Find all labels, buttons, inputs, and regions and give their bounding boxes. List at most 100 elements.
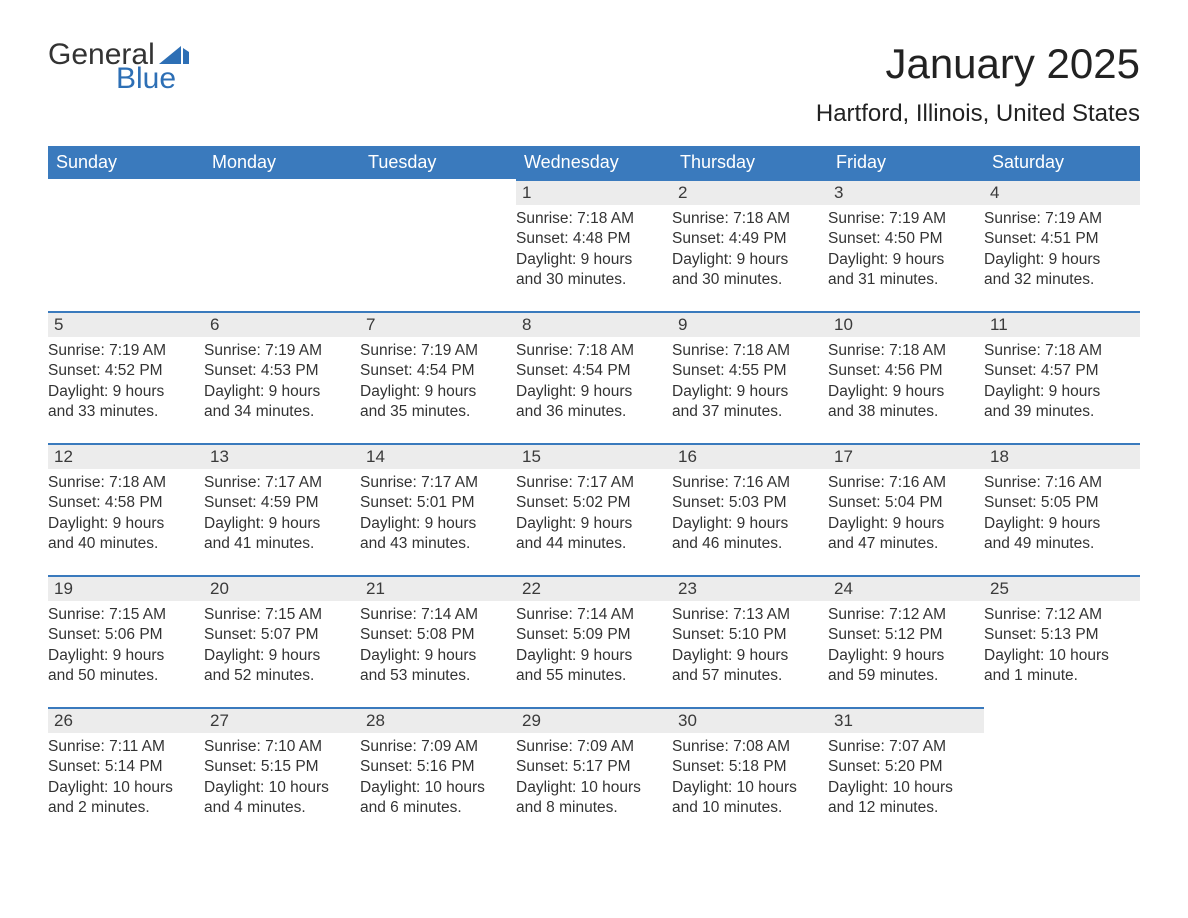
sunset-text: Sunset: 4:55 PM	[672, 361, 828, 381]
day-body: Sunrise: 7:19 AMSunset: 4:50 PMDaylight:…	[828, 205, 984, 295]
daylight-line1: Daylight: 9 hours	[516, 646, 672, 666]
day-wrap: 16Sunrise: 7:16 AMSunset: 5:03 PMDayligh…	[672, 443, 828, 575]
calendar-cell: 11Sunrise: 7:18 AMSunset: 4:57 PMDayligh…	[984, 311, 1140, 443]
sunset-text: Sunset: 4:48 PM	[516, 229, 672, 249]
sunrise-text: Sunrise: 7:17 AM	[204, 473, 360, 493]
day-number: 30	[672, 709, 828, 733]
daylight-line1: Daylight: 10 hours	[672, 778, 828, 798]
day-number: 9	[672, 313, 828, 337]
sunset-text: Sunset: 4:59 PM	[204, 493, 360, 513]
sunrise-text: Sunrise: 7:14 AM	[360, 605, 516, 625]
calendar-cell: 21Sunrise: 7:14 AMSunset: 5:08 PMDayligh…	[360, 575, 516, 707]
sunrise-text: Sunrise: 7:07 AM	[828, 737, 984, 757]
calendar-cell: 28Sunrise: 7:09 AMSunset: 5:16 PMDayligh…	[360, 707, 516, 839]
sunrise-text: Sunrise: 7:09 AM	[360, 737, 516, 757]
month-title: January 2025	[816, 40, 1140, 88]
daylight-line2: and 41 minutes.	[204, 534, 360, 554]
calendar-cell: 14Sunrise: 7:17 AMSunset: 5:01 PMDayligh…	[360, 443, 516, 575]
sunrise-text: Sunrise: 7:19 AM	[204, 341, 360, 361]
day-number: 21	[360, 577, 516, 601]
daylight-line2: and 47 minutes.	[828, 534, 984, 554]
daylight-line1: Daylight: 9 hours	[828, 514, 984, 534]
day-wrap: 17Sunrise: 7:16 AMSunset: 5:04 PMDayligh…	[828, 443, 984, 575]
sunrise-text: Sunrise: 7:10 AM	[204, 737, 360, 757]
daylight-line2: and 40 minutes.	[48, 534, 204, 554]
calendar-week-row: 1Sunrise: 7:18 AMSunset: 4:48 PMDaylight…	[48, 179, 1140, 311]
day-wrap: 8Sunrise: 7:18 AMSunset: 4:54 PMDaylight…	[516, 311, 672, 443]
daylight-line1: Daylight: 9 hours	[984, 514, 1140, 534]
day-wrap: 4Sunrise: 7:19 AMSunset: 4:51 PMDaylight…	[984, 179, 1140, 311]
sunset-text: Sunset: 5:14 PM	[48, 757, 204, 777]
calendar-cell: 18Sunrise: 7:16 AMSunset: 5:05 PMDayligh…	[984, 443, 1140, 575]
weekday-header: Tuesday	[360, 146, 516, 179]
day-body: Sunrise: 7:16 AMSunset: 5:03 PMDaylight:…	[672, 469, 828, 559]
calendar-cell: 16Sunrise: 7:16 AMSunset: 5:03 PMDayligh…	[672, 443, 828, 575]
sunrise-text: Sunrise: 7:15 AM	[204, 605, 360, 625]
day-wrap: 10Sunrise: 7:18 AMSunset: 4:56 PMDayligh…	[828, 311, 984, 443]
day-body: Sunrise: 7:17 AMSunset: 4:59 PMDaylight:…	[204, 469, 360, 559]
daylight-line2: and 33 minutes.	[48, 402, 204, 422]
day-wrap: 26Sunrise: 7:11 AMSunset: 5:14 PMDayligh…	[48, 707, 204, 839]
sunrise-text: Sunrise: 7:18 AM	[516, 209, 672, 229]
daylight-line2: and 35 minutes.	[360, 402, 516, 422]
day-body: Sunrise: 7:18 AMSunset: 4:57 PMDaylight:…	[984, 337, 1140, 427]
daylight-line2: and 1 minute.	[984, 666, 1140, 686]
daylight-line1: Daylight: 9 hours	[360, 646, 516, 666]
sunset-text: Sunset: 5:05 PM	[984, 493, 1140, 513]
daylight-line2: and 43 minutes.	[360, 534, 516, 554]
calendar-cell: 24Sunrise: 7:12 AMSunset: 5:12 PMDayligh…	[828, 575, 984, 707]
day-number: 17	[828, 445, 984, 469]
weekday-header: Friday	[828, 146, 984, 179]
calendar-cell: 26Sunrise: 7:11 AMSunset: 5:14 PMDayligh…	[48, 707, 204, 839]
daylight-line2: and 4 minutes.	[204, 798, 360, 818]
day-number: 11	[984, 313, 1140, 337]
day-wrap: 2Sunrise: 7:18 AMSunset: 4:49 PMDaylight…	[672, 179, 828, 311]
daylight-line2: and 38 minutes.	[828, 402, 984, 422]
sunset-text: Sunset: 5:10 PM	[672, 625, 828, 645]
calendar-cell: 25Sunrise: 7:12 AMSunset: 5:13 PMDayligh…	[984, 575, 1140, 707]
daylight-line2: and 53 minutes.	[360, 666, 516, 686]
title-block: January 2025 Hartford, Illinois, United …	[816, 40, 1140, 138]
day-wrap: 1Sunrise: 7:18 AMSunset: 4:48 PMDaylight…	[516, 179, 672, 311]
day-body: Sunrise: 7:13 AMSunset: 5:10 PMDaylight:…	[672, 601, 828, 691]
daylight-line1: Daylight: 9 hours	[204, 382, 360, 402]
day-wrap: 21Sunrise: 7:14 AMSunset: 5:08 PMDayligh…	[360, 575, 516, 707]
day-wrap: 9Sunrise: 7:18 AMSunset: 4:55 PMDaylight…	[672, 311, 828, 443]
day-number: 23	[672, 577, 828, 601]
sunrise-text: Sunrise: 7:09 AM	[516, 737, 672, 757]
day-number: 3	[828, 181, 984, 205]
day-number: 5	[48, 313, 204, 337]
day-wrap: 18Sunrise: 7:16 AMSunset: 5:05 PMDayligh…	[984, 443, 1140, 575]
day-body: Sunrise: 7:08 AMSunset: 5:18 PMDaylight:…	[672, 733, 828, 823]
daylight-line2: and 59 minutes.	[828, 666, 984, 686]
day-wrap: 20Sunrise: 7:15 AMSunset: 5:07 PMDayligh…	[204, 575, 360, 707]
day-wrap: 3Sunrise: 7:19 AMSunset: 4:50 PMDaylight…	[828, 179, 984, 311]
sunset-text: Sunset: 4:53 PM	[204, 361, 360, 381]
daylight-line2: and 8 minutes.	[516, 798, 672, 818]
daylight-line1: Daylight: 9 hours	[516, 250, 672, 270]
sunset-text: Sunset: 5:02 PM	[516, 493, 672, 513]
day-body: Sunrise: 7:18 AMSunset: 4:49 PMDaylight:…	[672, 205, 828, 295]
weekday-header: Wednesday	[516, 146, 672, 179]
daylight-line2: and 36 minutes.	[516, 402, 672, 422]
sunrise-text: Sunrise: 7:19 AM	[828, 209, 984, 229]
day-wrap: 15Sunrise: 7:17 AMSunset: 5:02 PMDayligh…	[516, 443, 672, 575]
calendar-cell: 30Sunrise: 7:08 AMSunset: 5:18 PMDayligh…	[672, 707, 828, 839]
day-wrap: 19Sunrise: 7:15 AMSunset: 5:06 PMDayligh…	[48, 575, 204, 707]
daylight-line1: Daylight: 9 hours	[48, 646, 204, 666]
calendar-cell: 1Sunrise: 7:18 AMSunset: 4:48 PMDaylight…	[516, 179, 672, 311]
sunrise-text: Sunrise: 7:18 AM	[984, 341, 1140, 361]
day-body: Sunrise: 7:19 AMSunset: 4:51 PMDaylight:…	[984, 205, 1140, 295]
day-body: Sunrise: 7:19 AMSunset: 4:52 PMDaylight:…	[48, 337, 204, 427]
sunset-text: Sunset: 5:07 PM	[204, 625, 360, 645]
daylight-line1: Daylight: 9 hours	[48, 382, 204, 402]
sunset-text: Sunset: 4:58 PM	[48, 493, 204, 513]
sunset-text: Sunset: 4:50 PM	[828, 229, 984, 249]
day-number: 6	[204, 313, 360, 337]
sunset-text: Sunset: 5:18 PM	[672, 757, 828, 777]
day-body: Sunrise: 7:18 AMSunset: 4:54 PMDaylight:…	[516, 337, 672, 427]
day-body: Sunrise: 7:14 AMSunset: 5:08 PMDaylight:…	[360, 601, 516, 691]
day-number: 14	[360, 445, 516, 469]
day-wrap: 22Sunrise: 7:14 AMSunset: 5:09 PMDayligh…	[516, 575, 672, 707]
day-wrap: 25Sunrise: 7:12 AMSunset: 5:13 PMDayligh…	[984, 575, 1140, 707]
